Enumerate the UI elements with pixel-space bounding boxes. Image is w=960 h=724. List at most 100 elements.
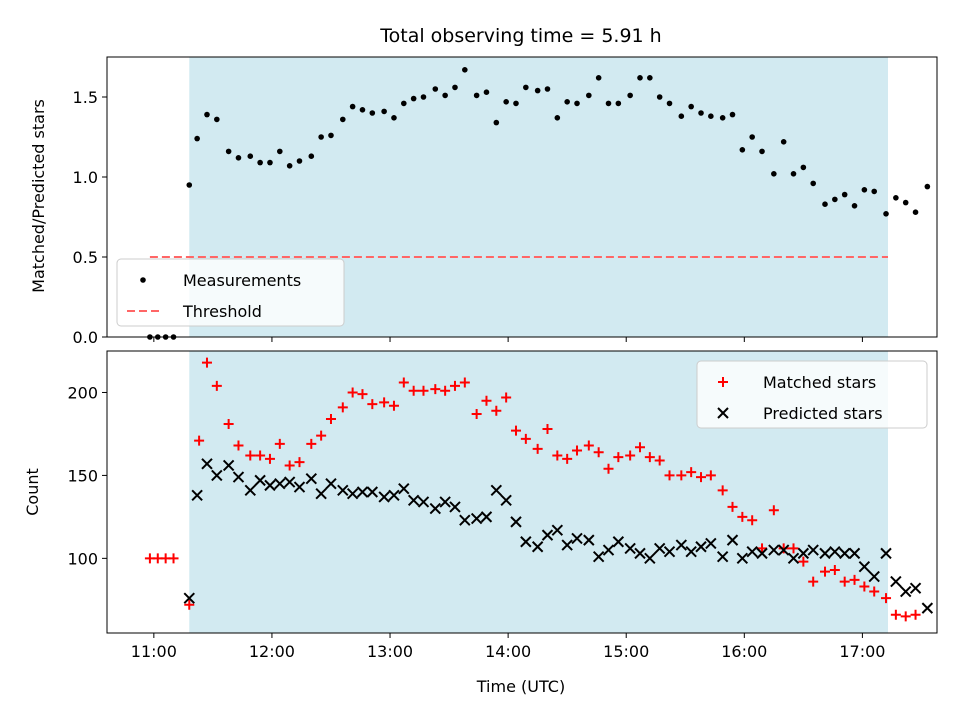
data-point: [211, 469, 223, 482]
data-point: [656, 94, 663, 100]
data-point: [369, 110, 376, 116]
data-point: [407, 494, 420, 507]
y-tick-label: 0.5: [73, 248, 98, 267]
data-point: [490, 484, 503, 497]
data-point: [440, 385, 451, 396]
top-y-axis-label: Matched/Predicted stars: [29, 99, 48, 293]
data-point: [759, 148, 765, 155]
x-tick-label: 16:00: [721, 642, 767, 661]
data-point: [849, 574, 860, 585]
data-point: [391, 115, 397, 121]
data-point: [186, 182, 193, 188]
data-point: [388, 400, 399, 411]
data-point: [822, 201, 828, 207]
data-point: [481, 395, 492, 406]
data-point: [315, 487, 327, 500]
data-point: [401, 100, 407, 107]
data-point: [257, 159, 263, 166]
legend-label: Predicted stars: [763, 404, 883, 423]
data-point: [848, 547, 861, 560]
y-tick-label: 150: [67, 466, 98, 485]
data-point: [778, 543, 789, 554]
data-point: [787, 552, 800, 565]
data-point: [201, 357, 212, 368]
data-point: [532, 443, 543, 454]
data-point: [501, 392, 512, 403]
data-point: [379, 397, 390, 408]
data-point: [757, 543, 768, 554]
data-point: [561, 539, 573, 551]
data-point: [367, 399, 378, 410]
data-point: [286, 163, 293, 169]
legend-swatch: [140, 277, 146, 283]
data-point: [686, 467, 697, 478]
data-point: [890, 609, 901, 620]
legend-label: Threshold: [182, 302, 262, 321]
data-point: [663, 546, 676, 558]
data-point: [756, 547, 768, 560]
data-point: [255, 450, 266, 461]
data-point: [605, 100, 612, 107]
data-point: [780, 139, 787, 145]
data-point: [462, 67, 468, 73]
legend-swatch: [717, 407, 729, 419]
data-point: [430, 384, 441, 395]
data-point: [552, 450, 563, 461]
data-point: [883, 211, 889, 217]
data-point: [211, 380, 222, 391]
data-point: [449, 501, 461, 513]
data-point: [909, 582, 922, 594]
data-point: [736, 552, 749, 565]
data-point: [232, 471, 245, 483]
data-point: [647, 75, 653, 81]
chart-title: Total observing time = 5.91 h: [379, 25, 661, 47]
data-point: [899, 585, 912, 598]
data-point: [727, 501, 738, 512]
data-point: [349, 103, 356, 110]
data-point: [562, 453, 573, 464]
data-point: [503, 99, 509, 105]
data-point: [432, 86, 439, 92]
data-point: [222, 459, 235, 472]
data-point: [274, 477, 286, 490]
data-point: [429, 502, 442, 515]
data-point: [168, 553, 179, 564]
data-point: [294, 457, 305, 468]
data-point: [871, 188, 878, 195]
data-point: [807, 544, 819, 556]
x-tick-label: 15:00: [603, 642, 649, 661]
data-point: [861, 187, 868, 193]
data-point: [235, 155, 242, 161]
data-point: [459, 514, 471, 526]
data-point: [688, 103, 694, 110]
data-point: [603, 463, 614, 474]
data-point: [184, 599, 195, 610]
y-tick-label: 1.0: [73, 168, 98, 187]
data-point: [283, 476, 296, 488]
data-point: [634, 442, 645, 453]
data-point: [829, 564, 840, 575]
data-point: [277, 148, 283, 155]
data-point: [542, 423, 553, 434]
data-point: [653, 542, 666, 555]
y-tick-label: 0.0: [73, 328, 98, 347]
data-point: [593, 447, 604, 458]
data-point: [378, 491, 390, 503]
x-axis-label: Time (UTC): [476, 677, 565, 696]
data-point: [726, 534, 739, 546]
x-tick-label: 12:00: [249, 642, 295, 661]
data-point: [858, 560, 871, 573]
data-point: [719, 115, 726, 121]
data-point: [685, 546, 697, 558]
y-tick-label: 200: [67, 383, 98, 402]
legend-box: [116, 258, 345, 327]
data-point: [839, 576, 850, 587]
data-point: [357, 389, 368, 400]
data-point: [808, 576, 819, 587]
data-point: [328, 132, 334, 139]
data-point: [572, 445, 583, 456]
data-point: [318, 134, 324, 140]
data-point: [819, 547, 831, 560]
data-point: [410, 95, 417, 102]
data-point: [531, 541, 544, 553]
